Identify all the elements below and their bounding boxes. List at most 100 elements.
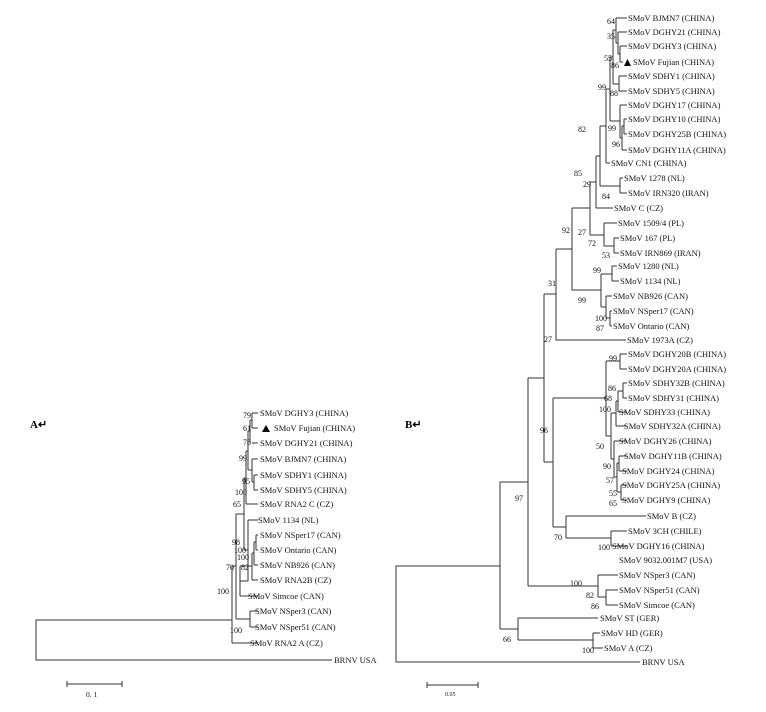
tip-label: SMoV NB926 (CAN): [260, 560, 335, 570]
tip-label: SMoV DGHY24 (CHINA): [622, 466, 715, 476]
bootstrap-value: 97: [515, 494, 523, 503]
tip-label: SMoV DGHY20A (CHINA): [628, 364, 726, 374]
bootstrap-value: 100: [598, 543, 610, 552]
bootstrap-value: 82: [241, 563, 249, 572]
bootstrap-value: 27: [544, 335, 552, 344]
tip-label: SMoV SDHY32B (CHINA): [628, 378, 725, 388]
tip-label: SMoV 1280 (NL): [618, 261, 679, 271]
tip-label: SMoV SDHY5 (CHINA): [260, 485, 347, 495]
tip-label: SMoV SDHY1 (CHINA): [628, 71, 715, 81]
tip-label: SMoV RNA2 C (CZ): [260, 499, 333, 509]
tip-label: BRNV USA: [334, 655, 377, 665]
tip-label: SMoV 1509/4 (PL): [618, 218, 684, 228]
tip-label: SMoV DGHY25B (CHINA): [628, 129, 726, 139]
tip-label: SMoV RNA2 A (CZ): [250, 638, 323, 648]
bootstrap-value: 64: [607, 17, 615, 26]
triangle-marker-icon: [624, 59, 631, 66]
bootstrap-value: 31: [548, 279, 556, 288]
tip-label: SMoV Simcoe (CAN): [248, 591, 324, 601]
bootstrap-value: 57: [606, 476, 614, 485]
bootstrap-value: 96: [612, 140, 620, 149]
tip-label: SMoV C (CZ): [614, 203, 663, 213]
bootstrap-value: 27: [578, 228, 586, 237]
bootstrap-value: 98: [232, 538, 240, 547]
bootstrap-value: 35: [607, 32, 615, 41]
scale-bar-label: 0.05: [445, 692, 456, 698]
tip-label: SMoV NSper51 (CAN): [619, 585, 700, 595]
bootstrap-value: 90: [603, 462, 611, 471]
bootstrap-value: 99: [608, 124, 616, 133]
scale-bar-label: 0. 1: [86, 690, 98, 699]
bootstrap-value: 50: [596, 442, 604, 451]
bootstrap-value: 78: [243, 438, 251, 447]
bootstrap-value: 92: [562, 226, 570, 235]
tip-label: SMoV A (CZ): [604, 643, 653, 653]
tip-label: SMoV RNA2B (CZ): [260, 575, 331, 585]
tip-label: SMoV DGHY16 (CHINA): [612, 541, 705, 551]
bootstrap-value: 85: [574, 169, 582, 178]
tip-label: SMoV DGHY25A (CHINA): [622, 480, 720, 490]
tip-label: SMoV DGHY10 (CHINA): [628, 114, 721, 124]
tip-label: SMoV 167 (PL): [620, 233, 675, 243]
tip-label: SMoV DGHY21 (CHINA): [260, 438, 353, 448]
tip-label: SMoV SDHY5 (CHINA): [628, 86, 715, 96]
bootstrap-value: 87: [596, 324, 604, 333]
tip-label: SMoV 3CH (CHILE): [628, 526, 702, 536]
tip-label: SMoV DGHY21 (CHINA): [628, 27, 721, 37]
bootstrap-value: 100: [599, 405, 611, 414]
tip-label: SMoV CN1 (CHINA): [611, 158, 687, 168]
bootstrap-value: 86: [591, 602, 599, 611]
tip-label: SMoV Ontario (CAN): [260, 545, 337, 555]
tip-label: SMoV 1134 (NL): [258, 515, 319, 525]
tip-label: SMoV DGHY3 (CHINA): [628, 41, 716, 51]
tip-label: SMoV SDHY33 (CHINA): [619, 407, 710, 417]
bootstrap-value: 84: [602, 192, 610, 201]
bootstrap-value: 55: [609, 489, 617, 498]
tip-label: SMoV DGHY3 (CHINA): [260, 408, 348, 418]
bootstrap-value: 88: [610, 89, 618, 98]
scale-bar-a: 0. 1: [66, 681, 123, 699]
tip-label: SMoV BJMN7 (CHINA): [260, 454, 346, 464]
tip-label: SMoV HD (GER): [601, 628, 663, 638]
bootstrap-value: 61: [243, 424, 251, 433]
bootstrap-value: 65: [233, 500, 241, 509]
bootstrap-value: 99: [239, 454, 247, 463]
bootstrap-value: 70: [226, 563, 234, 572]
bootstrap-value: 82: [586, 591, 594, 600]
tip-label: SMoV NB926 (CAN): [613, 291, 688, 301]
bootstrap-value: 72: [588, 239, 596, 248]
bootstrap-value: 100: [237, 553, 249, 562]
tree-panel-a: A↵: [30, 408, 377, 699]
tip-label: SMoV IRN869 (IRAN): [620, 248, 701, 258]
tip-label: SMoV Ontario (CAN): [613, 321, 690, 331]
tip-label: SMoV NSper3 (CAN): [255, 606, 332, 616]
tip-label: SMoV SDHY1 (CHINA): [260, 470, 347, 480]
tip-label: SMoV 1973A (CZ): [627, 335, 693, 345]
tree-b-bootstrap: 64 35 55 86 88 99 99 96 82 85 29 84 27 7…: [503, 17, 620, 655]
bootstrap-value: 66: [503, 635, 511, 644]
tip-label: SMoV Fujian (CHINA): [274, 423, 355, 433]
bootstrap-value: 95: [242, 477, 250, 486]
bootstrap-value: 82: [578, 125, 586, 134]
tree-a-bootstrap: 79 61 78 99 95 100 65 98 100 100 82 70 1…: [217, 411, 251, 635]
tree-a-branches: [35, 412, 332, 661]
panel-label-a: A↵: [30, 419, 47, 431]
bootstrap-value: 68: [604, 394, 612, 403]
tree-b-tip-labels: SMoV BJMN7 (CHINA) SMoV DGHY21 (CHINA) S…: [600, 13, 726, 667]
tip-label: SMoV Simcoe (CAN): [619, 600, 695, 610]
bootstrap-value: 100: [230, 626, 242, 635]
tip-label: SMoV NSper17 (CAN): [260, 530, 341, 540]
tip-label: BRNV USA: [642, 657, 685, 667]
bootstrap-value: 99: [593, 266, 601, 275]
tree-b-branches: [395, 17, 646, 663]
tip-label: SMoV DGHY20B (CHINA): [628, 349, 726, 359]
bootstrap-value: 100: [595, 314, 607, 323]
tip-label: SMoV BJMN7 (CHINA): [628, 13, 714, 23]
tip-label: SMoV DGHY9 (CHINA): [622, 495, 710, 505]
bootstrap-value: 70: [554, 533, 562, 542]
tip-label: SMoV NSper51 (CAN): [255, 622, 336, 632]
bootstrap-value: 29: [583, 180, 591, 189]
bootstrap-value: 53: [602, 251, 610, 260]
